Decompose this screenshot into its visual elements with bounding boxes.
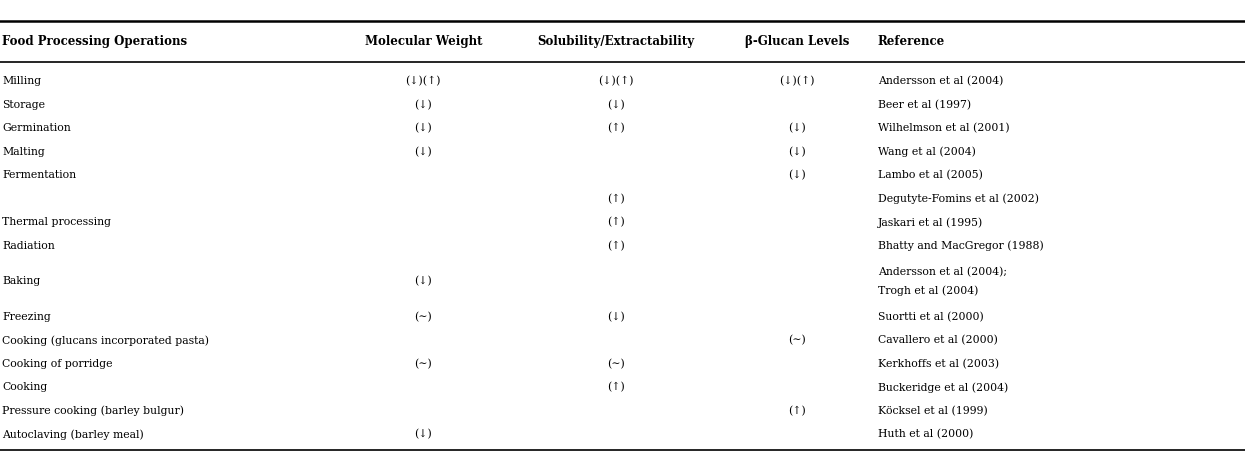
Text: (↑): (↑) [608,194,625,204]
Text: Wilhelmson et al (2001): Wilhelmson et al (2001) [878,123,1010,134]
Text: Beer et al (1997): Beer et al (1997) [878,99,971,110]
Text: Trogh et al (2004): Trogh et al (2004) [878,285,979,296]
Text: (∼): (∼) [788,335,806,346]
Text: (↑): (↑) [608,217,625,228]
Text: Solubility/Extractability: Solubility/Extractability [538,35,695,48]
Text: (↓): (↓) [788,123,806,134]
Text: (↑): (↑) [608,123,625,134]
Text: Freezing: Freezing [2,312,51,322]
Text: Lambo et al (2005): Lambo et al (2005) [878,170,982,181]
Text: Cooking (glucans incorporated pasta): Cooking (glucans incorporated pasta) [2,335,209,346]
Text: Malting: Malting [2,147,45,157]
Text: (↓): (↓) [788,146,806,157]
Text: (↑): (↑) [608,241,625,251]
Text: Baking: Baking [2,276,41,286]
Text: Buckeridge et al (2004): Buckeridge et al (2004) [878,382,1008,393]
Text: β-Glucan Levels: β-Glucan Levels [745,35,849,48]
Text: Cooking: Cooking [2,383,47,392]
Text: Fermentation: Fermentation [2,170,77,180]
Text: Cavallero et al (2000): Cavallero et al (2000) [878,335,997,346]
Text: (↓): (↓) [788,170,806,181]
Text: Bhatty and MacGregor (1988): Bhatty and MacGregor (1988) [878,241,1043,251]
Text: Andersson et al (2004): Andersson et al (2004) [878,76,1003,86]
Text: (↓)(↑): (↓)(↑) [406,76,441,86]
Text: Köcksel et al (1999): Köcksel et al (1999) [878,406,987,416]
Text: (∼): (∼) [608,359,625,369]
Text: (↓): (↓) [415,146,432,157]
Text: (∼): (∼) [415,311,432,322]
Text: Suortti et al (2000): Suortti et al (2000) [878,311,984,322]
Text: (↓): (↓) [608,311,625,322]
Text: Food Processing Operations: Food Processing Operations [2,35,188,48]
Text: (↓): (↓) [608,99,625,110]
Text: Radiation: Radiation [2,241,55,251]
Text: (↓): (↓) [415,276,432,286]
Text: Storage: Storage [2,100,46,109]
Text: Kerkhoffs et al (2003): Kerkhoffs et al (2003) [878,359,998,369]
Text: Huth et al (2000): Huth et al (2000) [878,429,974,440]
Text: Wang et al (2004): Wang et al (2004) [878,146,976,157]
Text: Milling: Milling [2,76,41,86]
Text: Molecular Weight: Molecular Weight [365,35,482,48]
Text: Germination: Germination [2,123,71,133]
Text: (↑): (↑) [608,382,625,393]
Text: (↑): (↑) [788,406,806,416]
Text: (↓): (↓) [415,99,432,110]
Text: (↓)(↑): (↓)(↑) [779,76,814,86]
Text: (↓)(↑): (↓)(↑) [599,76,634,86]
Text: Cooking of porridge: Cooking of porridge [2,359,113,369]
Text: (↓): (↓) [415,429,432,440]
Text: Jaskari et al (1995): Jaskari et al (1995) [878,217,984,228]
Text: Reference: Reference [878,35,945,48]
Text: Pressure cooking (barley bulgur): Pressure cooking (barley bulgur) [2,406,184,416]
Text: (∼): (∼) [415,359,432,369]
Text: (↓): (↓) [415,123,432,134]
Text: Thermal processing: Thermal processing [2,218,112,227]
Text: Andersson et al (2004);: Andersson et al (2004); [878,267,1007,278]
Text: Autoclaving (barley meal): Autoclaving (barley meal) [2,429,144,440]
Text: Degutyte-Fomins et al (2002): Degutyte-Fomins et al (2002) [878,194,1038,204]
